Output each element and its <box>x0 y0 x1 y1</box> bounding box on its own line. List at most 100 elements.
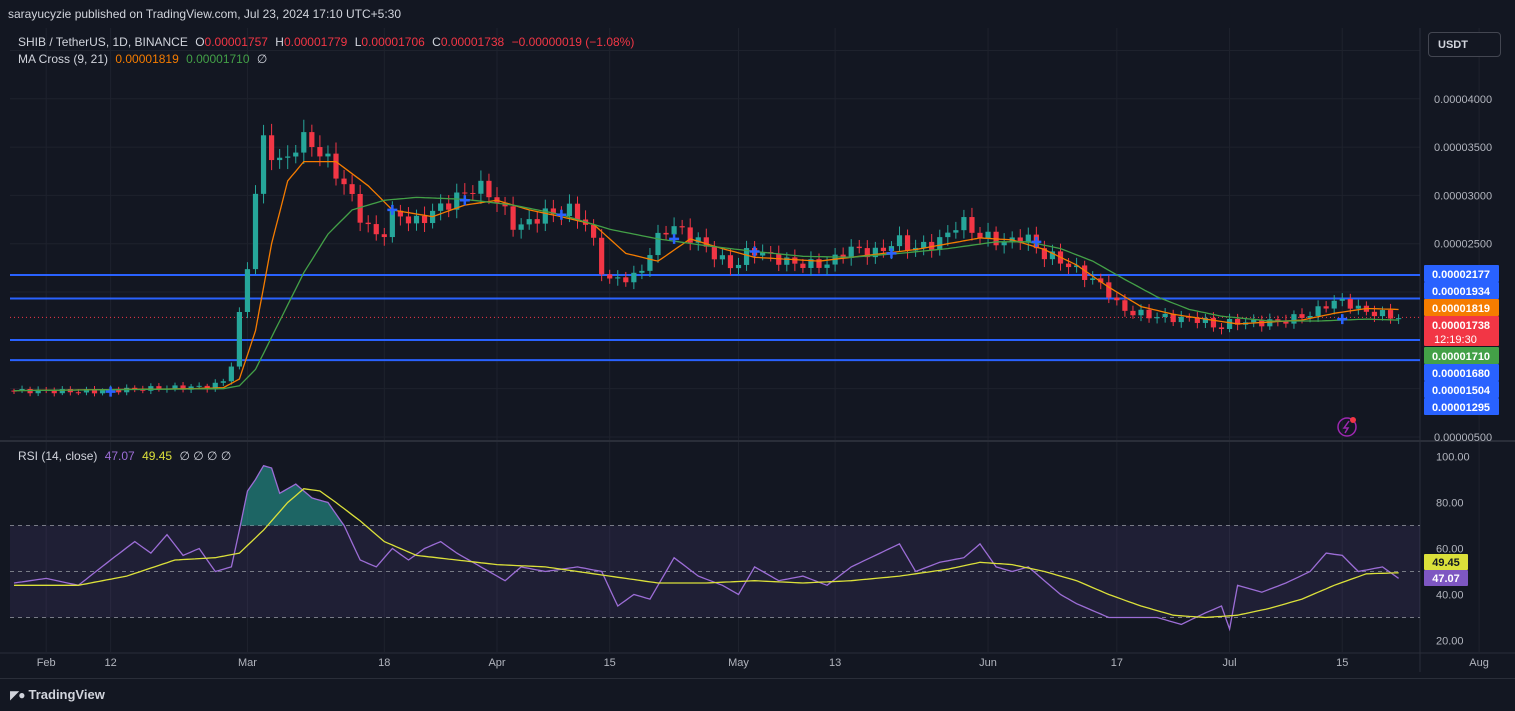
candle-up[interactable] <box>671 226 677 235</box>
candle-down[interactable] <box>800 263 806 268</box>
candle-up[interactable] <box>228 366 234 382</box>
candle-up[interactable] <box>945 232 951 238</box>
candle-up[interactable] <box>1025 234 1031 243</box>
candle-up[interactable] <box>59 389 65 394</box>
candle-up[interactable] <box>1178 316 1184 323</box>
candle-up[interactable] <box>413 215 420 224</box>
candle-up[interactable] <box>99 390 106 394</box>
candle-up[interactable] <box>454 192 460 210</box>
candle-down[interactable] <box>75 392 81 394</box>
candle-down[interactable] <box>816 259 822 268</box>
candle-up[interactable] <box>236 311 242 367</box>
candle-up[interactable] <box>760 252 766 256</box>
candle-up[interactable] <box>615 277 621 279</box>
candle-down[interactable] <box>711 246 717 260</box>
candle-up[interactable] <box>961 217 967 231</box>
candle-up[interactable] <box>1396 318 1402 320</box>
candle-up[interactable] <box>148 386 154 391</box>
candle-up[interactable] <box>1307 315 1313 318</box>
candle-down[interactable] <box>317 147 323 157</box>
rsi-title[interactable]: RSI (14, close) <box>18 449 98 463</box>
candle-down[interactable] <box>1218 327 1225 330</box>
candle-down[interactable] <box>550 208 556 215</box>
candle-down[interactable] <box>11 390 17 392</box>
candle-up[interactable] <box>19 389 25 391</box>
candle-down[interactable] <box>349 184 355 194</box>
candle-down[interactable] <box>792 257 798 264</box>
candle-down[interactable] <box>1371 311 1378 317</box>
candle-down[interactable] <box>446 203 452 210</box>
candle-down[interactable] <box>1106 282 1112 298</box>
candle-up[interactable] <box>1355 305 1361 309</box>
candle-up[interactable] <box>542 208 548 224</box>
candle-up[interactable] <box>1001 241 1007 246</box>
candle-up[interactable] <box>953 230 959 233</box>
candle-down[interactable] <box>1275 319 1281 321</box>
candle-down[interactable] <box>156 386 162 390</box>
candle-down[interactable] <box>703 237 709 247</box>
candle-up[interactable] <box>1154 317 1160 319</box>
candle-up[interactable] <box>1202 317 1208 323</box>
candle-up[interactable] <box>35 389 41 394</box>
candle-down[interactable] <box>727 255 734 269</box>
candle-down[interactable] <box>1323 306 1329 309</box>
candle-up[interactable] <box>1331 300 1337 309</box>
candle-down[interactable] <box>840 254 846 258</box>
candle-down[interactable] <box>1041 248 1047 260</box>
candle-down[interactable] <box>365 222 371 225</box>
alert-lightning-icon[interactable] <box>1337 417 1357 437</box>
candle-up[interactable] <box>1226 318 1233 330</box>
candle-up[interactable] <box>896 235 903 247</box>
candle-down[interactable] <box>977 232 983 239</box>
candle-up[interactable] <box>293 152 299 157</box>
candle-down[interactable] <box>679 226 685 228</box>
candle-up[interactable] <box>921 241 927 248</box>
candle-down[interactable] <box>1210 317 1217 328</box>
candle-up[interactable] <box>526 219 532 225</box>
candle-up[interactable] <box>695 237 701 243</box>
candle-up[interactable] <box>438 203 444 211</box>
candle-down[interactable] <box>663 232 669 235</box>
candle-down[interactable] <box>864 248 870 258</box>
symbol-title[interactable]: SHIB / TetherUS, 1D, BINANCE <box>18 35 188 49</box>
candle-up[interactable] <box>325 153 331 157</box>
candle-up[interactable] <box>985 231 991 239</box>
candle-down[interactable] <box>421 215 428 224</box>
candle-down[interactable] <box>1017 237 1023 243</box>
candle-down[interactable] <box>1065 263 1072 268</box>
candle-down[interactable] <box>591 224 597 238</box>
candle-up[interactable] <box>518 224 524 230</box>
candle-up[interactable] <box>808 259 814 268</box>
candle-down[interactable] <box>1130 310 1136 316</box>
candle-up[interactable] <box>277 157 283 161</box>
candle-up[interactable] <box>83 389 90 393</box>
candle-down[interactable] <box>1299 314 1305 318</box>
candle-down[interactable] <box>1387 310 1394 319</box>
candle-down[interactable] <box>333 153 339 179</box>
candle-up[interactable] <box>824 264 830 268</box>
candle-down[interactable] <box>132 387 138 390</box>
candle-down[interactable] <box>397 210 403 217</box>
candle-down[interactable] <box>1146 309 1152 319</box>
candle-down[interactable] <box>904 235 911 251</box>
candle-up[interactable] <box>872 247 878 258</box>
candle-down[interactable] <box>470 192 476 194</box>
currency-button[interactable]: USDT <box>1428 32 1501 57</box>
candle-up[interactable] <box>735 264 742 269</box>
candle-down[interactable] <box>462 192 468 194</box>
candle-down[interactable] <box>1114 297 1120 301</box>
candle-down[interactable] <box>856 246 862 249</box>
candle-down[interactable] <box>381 234 387 238</box>
candle-up[interactable] <box>252 193 259 270</box>
candle-down[interactable] <box>309 132 315 148</box>
candle-down[interactable] <box>687 227 693 243</box>
candle-down[interactable] <box>599 237 605 275</box>
candle-up[interactable] <box>719 255 725 260</box>
candle-up[interactable] <box>631 272 637 283</box>
candle-up[interactable] <box>1251 319 1257 323</box>
candle-up[interactable] <box>1138 309 1144 316</box>
candle-up[interactable] <box>301 132 307 153</box>
candle-down[interactable] <box>510 206 516 230</box>
candle-down[interactable] <box>574 203 581 220</box>
candle-up[interactable] <box>848 246 854 258</box>
